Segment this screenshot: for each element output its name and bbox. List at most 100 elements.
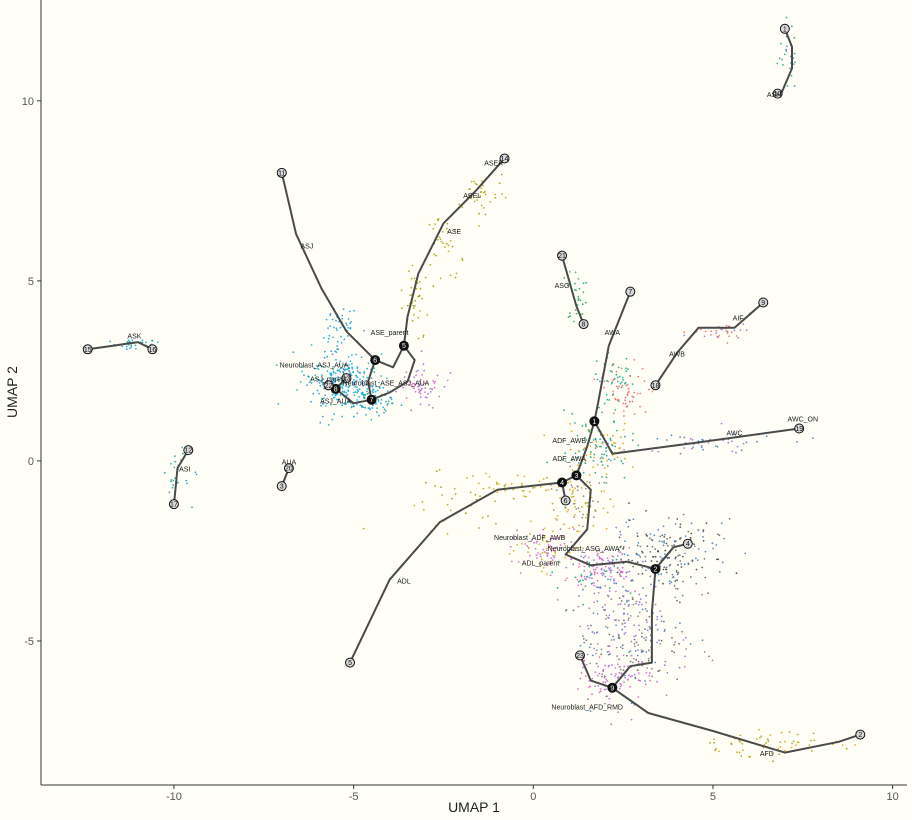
branch-node-label: 5 [402,343,406,350]
cell-point [590,572,593,575]
cell-point [601,673,603,675]
cell-point [352,371,355,374]
cell-point [667,544,669,547]
leaf-node-label: 1 [783,26,787,33]
cell-point [367,407,370,410]
cell-point [440,240,443,243]
cell-point [762,746,765,749]
cell-point [420,389,422,391]
cell-point [356,403,358,406]
cell-point [813,739,816,742]
cell-point [516,474,519,477]
y-tick-label: 10 [22,96,34,108]
cell-point [413,307,415,309]
cell-point [623,422,626,425]
x-tick-label: 0 [530,791,536,803]
cell-point [727,441,730,444]
cell-point [419,382,422,385]
cell-point [413,387,415,390]
cell-point [356,386,358,389]
cell-point [673,643,676,646]
cell-point [606,680,609,682]
cell-point [612,559,614,561]
cell-point [336,348,339,351]
cell-point [436,238,439,241]
cell-point [551,559,554,561]
cell-point [336,398,338,401]
cell-point [174,477,176,479]
cell-point [569,312,571,315]
cell-point [422,363,425,366]
cell-point [736,751,738,754]
cell-point [590,643,592,645]
cell-point [601,606,604,609]
cell-point [332,336,334,339]
cell-point [651,667,653,670]
leaf-node [345,657,356,668]
cell-point [624,676,627,679]
cell-point [659,535,662,538]
cell-point [332,382,335,384]
cell-point [675,569,678,572]
leaf-node [625,286,636,297]
cell-point [741,742,744,745]
cell-point [348,364,350,366]
cell-point [572,609,575,612]
cell-point [676,579,678,582]
cell-point [808,744,811,747]
cell-point [564,545,567,547]
cell-point [671,637,673,639]
cell-point [384,410,387,412]
cell-point [738,751,741,754]
cell-point [554,550,557,553]
cell-point [383,411,385,414]
cell-point [360,380,363,383]
cell-point [619,666,621,668]
cell-point [671,573,674,576]
cell-point [622,547,625,550]
cell-point [613,638,615,641]
cell-point [765,435,768,438]
leaf-node-label: 19 [795,426,803,433]
cell-point [625,384,628,387]
cell-point [348,384,351,387]
cell-point [329,314,332,317]
cell-point [735,451,737,454]
cell-point [662,525,665,528]
cell-point [321,365,323,367]
cell-point [598,406,600,409]
cell-point [551,547,554,550]
cell-point [678,554,681,556]
cell-point [318,392,321,395]
cell-point [432,227,435,230]
cell-point [574,452,577,455]
cell-point [405,371,408,374]
cell-point [558,561,561,564]
cell-point [726,332,729,335]
cell-point [663,540,665,542]
cell-point [601,453,603,455]
cell-point [776,62,779,65]
cell-point [521,542,523,545]
trajectory-segment [611,567,657,689]
cell-point [620,381,623,384]
cell-point [718,534,721,537]
cell-point [583,641,586,644]
cell-point [715,332,717,334]
cell-point [484,213,487,216]
cell-point [458,203,461,206]
cell-point [588,686,590,689]
cell-point [627,368,629,370]
cell-point [355,374,357,377]
cell-point [601,574,604,577]
cell-point [589,484,592,487]
cell-point [644,680,646,682]
cell-point [679,526,682,528]
cell-point [710,334,712,336]
cell-point [336,329,338,331]
cell-point [422,334,425,337]
cell-point [421,501,424,503]
cell-point [682,580,684,583]
cell-point [624,625,626,628]
